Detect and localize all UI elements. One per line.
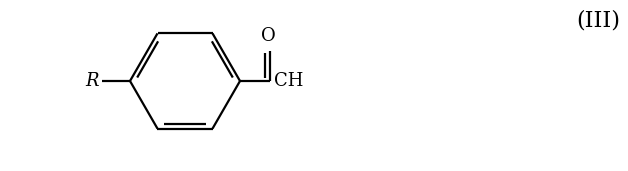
Text: O: O <box>261 27 275 45</box>
Text: CH: CH <box>274 72 303 90</box>
Text: (III): (III) <box>576 9 620 31</box>
Text: R: R <box>85 72 99 90</box>
